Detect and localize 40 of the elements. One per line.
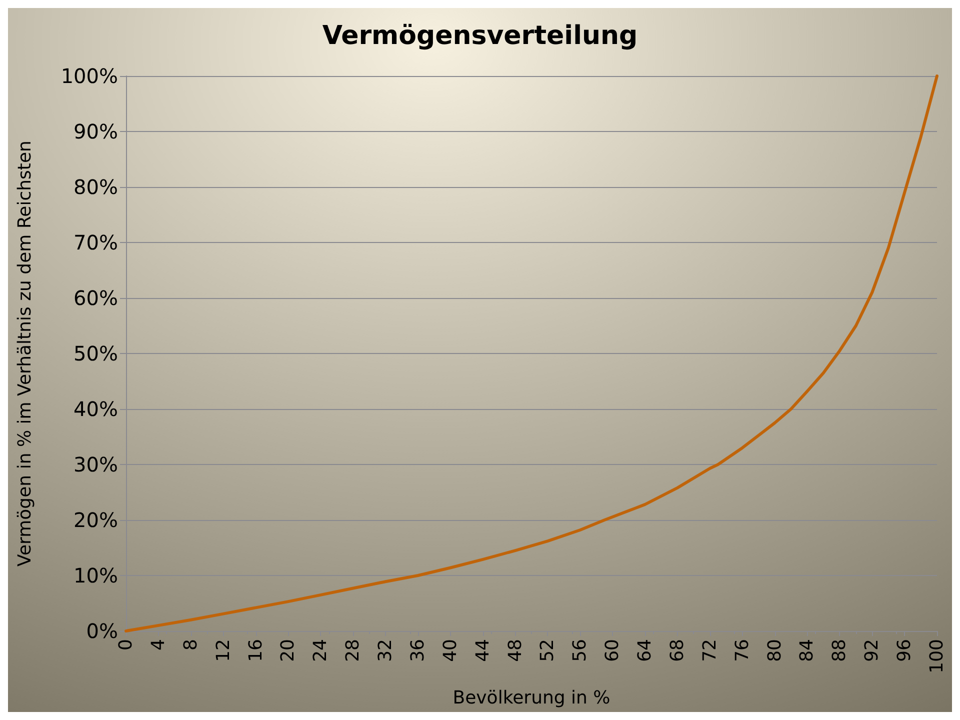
y-tick-label: 0% [86, 619, 118, 643]
x-tick-label: 32 [375, 639, 396, 662]
x-tick-label: 80 [764, 639, 786, 662]
x-tick-label: 44 [472, 639, 494, 662]
x-tick-label: 56 [570, 639, 591, 662]
x-tick-label: 64 [634, 639, 656, 662]
x-tick-label: 36 [407, 639, 428, 662]
x-tick-label: 8 [180, 639, 202, 650]
y-tick-label: 80% [74, 175, 118, 199]
x-tick-label: 16 [245, 639, 266, 662]
x-tick-label: 88 [829, 639, 850, 662]
x-tick-label: 72 [699, 639, 720, 662]
x-tick-label: 76 [732, 639, 753, 662]
chart-title: Vermögensverteilung [322, 21, 638, 51]
x-tick-label: 40 [440, 639, 461, 662]
y-tick-label: 50% [74, 342, 118, 366]
x-tick-label: 12 [212, 639, 234, 662]
y-axis-title: Vermögen in % im Verhältnis zu dem Reichsten [14, 140, 36, 566]
x-tick-label: 20 [278, 639, 299, 662]
y-tick-label: 20% [74, 508, 118, 532]
y-tick-label: 60% [74, 286, 118, 310]
x-tick-label: 96 [894, 639, 916, 662]
x-tick-label: 28 [342, 639, 364, 662]
y-tick-label: 40% [74, 397, 118, 421]
x-tick-label: 4 [148, 639, 169, 650]
x-tick-label: 92 [862, 639, 883, 662]
y-tick-label: 30% [74, 452, 118, 476]
x-tick-label: 68 [666, 639, 688, 662]
y-tick-label: 70% [74, 230, 118, 254]
x-tick-label: 84 [796, 639, 818, 662]
y-tick-label: 100% [60, 64, 118, 88]
x-tick-label: 100 [926, 639, 948, 674]
y-tick-label: 90% [74, 120, 118, 144]
x-axis-title: Bevölkerung in % [452, 688, 610, 708]
x-tick-label: 60 [602, 639, 624, 662]
x-tick-label: 0 [116, 639, 136, 650]
y-tick-label: 10% [74, 564, 118, 588]
x-tick-label: 52 [537, 639, 558, 662]
x-tick-label: 24 [310, 639, 332, 662]
x-tick-label: 48 [504, 639, 526, 662]
